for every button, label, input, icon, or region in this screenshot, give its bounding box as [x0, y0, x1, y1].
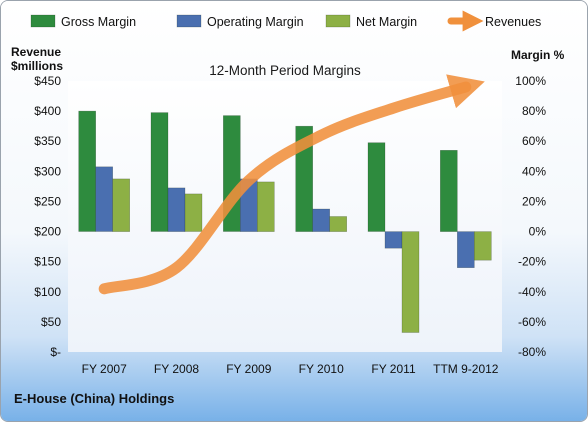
right-axis-label: Margin %	[511, 48, 565, 62]
bar-gross-margin-ttm-9-2012	[439, 150, 458, 232]
left-axis-label-line2: $millions	[11, 59, 63, 73]
right-tick-label: 20%	[522, 194, 546, 208]
bar-series-group	[78, 110, 492, 333]
legend-label: Gross Margin	[61, 15, 136, 29]
right-tick-label: 80%	[522, 104, 546, 118]
category-label: FY 2011	[371, 362, 416, 376]
legend-item-gross-margin: Gross Margin	[30, 14, 136, 29]
legend: Gross Margin Operating Margin Net Margin Re…	[30, 10, 541, 32]
right-tick-label: 40%	[522, 164, 546, 178]
category-label: FY 2009	[226, 362, 271, 376]
right-tick-label: -20%	[518, 255, 546, 269]
bar-net-margin-fy-2009	[256, 181, 275, 232]
bar-net-margin-fy-2010	[329, 216, 348, 232]
chart-title: 12-Month Period Margins	[209, 63, 361, 78]
legend-label: Operating Margin	[207, 15, 304, 29]
bar-gross-margin-fy-2011	[367, 142, 386, 232]
left-tick-label: $300	[34, 164, 61, 178]
right-tick-label: 0%	[529, 225, 547, 239]
left-tick-label: $250	[34, 194, 61, 208]
bar-operating-margin-fy-2011	[384, 231, 403, 249]
right-tick-label: 60%	[522, 134, 546, 148]
left-axis: $- $50 $100 $150 $200 $250 $300 $350 $400 $450	[34, 74, 61, 359]
left-axis-label-line1: Revenue	[11, 45, 61, 59]
legend-item-revenues: Revenues	[447, 10, 541, 32]
bar-operating-margin-fy-2010	[312, 208, 331, 232]
legend-swatch-net-margin	[325, 14, 351, 28]
legend-swatch-gross-margin	[30, 14, 56, 28]
category-label: TTM 9-2012	[433, 362, 499, 376]
category-axis: FY 2007 FY 2008 FY 2009 FY 2010 FY 2011 TTM 9…	[82, 362, 499, 376]
right-tick-label: -40%	[518, 285, 546, 299]
bar-gross-margin-fy-2007	[78, 110, 96, 232]
legend-label: Revenues	[485, 15, 541, 29]
bar-net-margin-fy-2007	[112, 178, 130, 232]
bar-gross-margin-fy-2010	[295, 125, 314, 232]
bar-net-margin-fy-2008	[184, 193, 203, 232]
legend-label: Net Margin	[356, 15, 417, 29]
plot-area	[68, 81, 502, 352]
bar-gross-margin-fy-2008	[150, 112, 169, 232]
legend-item-operating-margin: Operating Margin	[176, 14, 304, 29]
footer-company-name: E-House (China) Holdings	[14, 391, 174, 406]
left-tick-label: $150	[34, 255, 61, 269]
bar-net-margin-ttm-9-2012	[473, 231, 492, 261]
category-label: FY 2007	[82, 362, 127, 376]
bar-net-margin-fy-2011	[401, 231, 420, 333]
left-tick-label: $50	[41, 315, 61, 329]
left-tick-label: $-	[50, 345, 61, 359]
left-tick-label: $100	[34, 285, 61, 299]
series-line-revenues	[98, 74, 485, 295]
right-axis: -80% -60% -40% -20% 0% 20% 40% 60% 80% 100%	[515, 74, 546, 359]
left-tick-label: $400	[34, 104, 61, 118]
category-label: FY 2010	[299, 362, 344, 376]
left-tick-label: $450	[34, 74, 61, 88]
bar-operating-margin-fy-2008	[167, 187, 186, 232]
right-tick-label: 100%	[515, 74, 546, 88]
legend-item-net-margin: Net Margin	[325, 14, 417, 29]
right-tick-label: -60%	[518, 315, 546, 329]
revenue-line-group	[98, 74, 485, 295]
left-tick-label: $350	[34, 134, 61, 148]
bar-operating-margin-fy-2007	[95, 166, 113, 232]
right-tick-label: -80%	[518, 345, 546, 359]
left-tick-label: $200	[34, 225, 61, 239]
bar-operating-margin-ttm-9-2012	[456, 231, 475, 269]
category-label: FY 2008	[154, 362, 199, 376]
legend-swatch-operating-margin	[176, 14, 202, 28]
